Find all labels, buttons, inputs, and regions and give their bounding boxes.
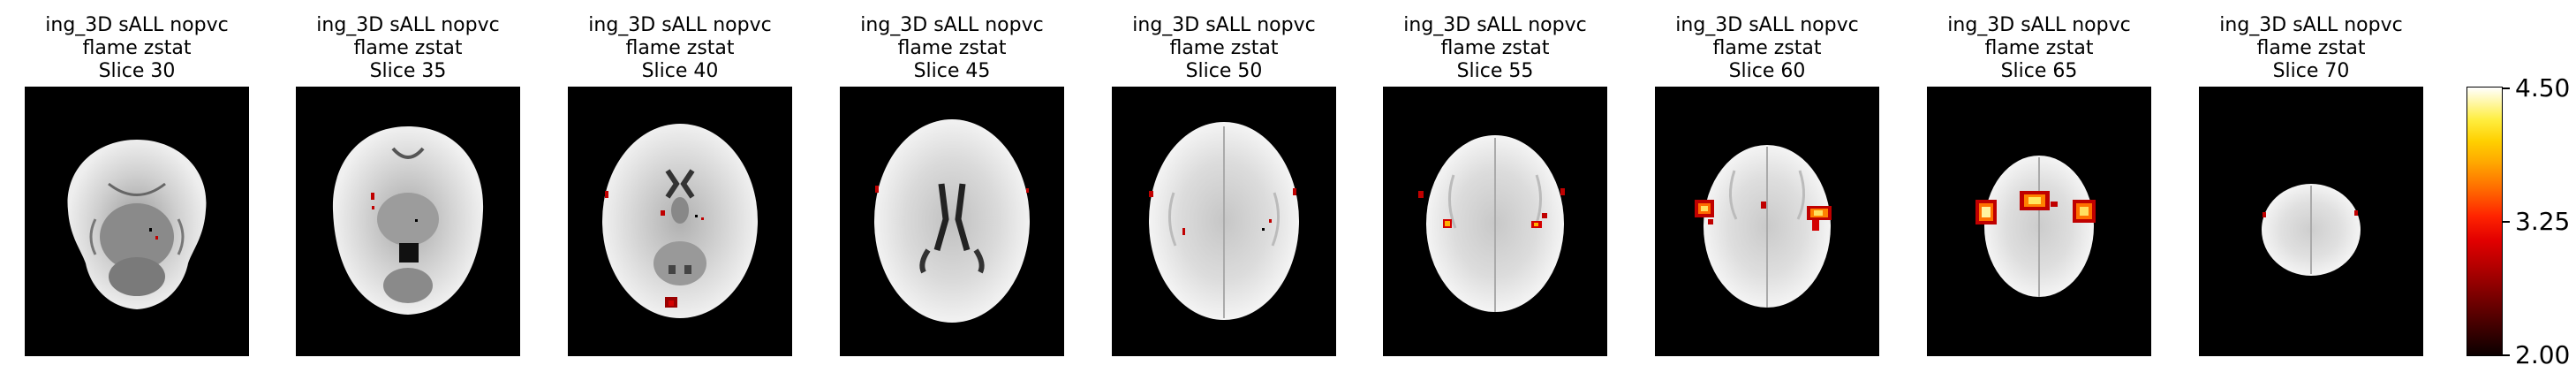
- title-line-1: ing_3D sALL nopvc: [860, 14, 1044, 36]
- title-line-2: flame zstat: [1169, 37, 1279, 59]
- title-line-1: ing_3D sALL nopvc: [2219, 14, 2403, 36]
- title-line-3: Slice 30: [98, 60, 176, 82]
- colorbar-label-mid: 3.25: [2515, 207, 2571, 236]
- title-line-2: flame zstat: [353, 37, 463, 59]
- title-line-2: flame zstat: [2256, 37, 2366, 59]
- title-line-1: ing_3D sALL nopvc: [588, 14, 772, 36]
- colorbar-tick-min: [2503, 354, 2510, 356]
- title-line-3: Slice 60: [1728, 60, 1806, 82]
- title-line-1: ing_3D sALL nopvc: [1947, 14, 2131, 36]
- title-line-3: Slice 35: [369, 60, 447, 82]
- slice-panel-40: ing_3D sALL nopvc flame zstat Slice 40: [568, 0, 792, 388]
- brain-slice-image: [840, 87, 1064, 356]
- title-line-1: ing_3D sALL nopvc: [1132, 14, 1316, 36]
- colorbar: [2466, 87, 2503, 356]
- slice-panel-45: ing_3D sALL nopvc flame zstat Slice 45: [840, 0, 1064, 388]
- brain-slice-image: [2199, 87, 2423, 356]
- title-line-2: flame zstat: [1984, 37, 2094, 59]
- panel-title: ing_3D sALL nopvc flame zstat Slice 55: [1383, 14, 1607, 83]
- slice-panel-30: ing_3D sALL nopvc flame zstat Slice 30: [25, 0, 249, 388]
- title-line-2: flame zstat: [1712, 37, 1822, 59]
- colorbar-tick-mid: [2503, 221, 2510, 223]
- title-line-3: Slice 45: [913, 60, 991, 82]
- slice-panel-60: ing_3D sALL nopvc flame zstat Slice 60: [1655, 0, 1879, 388]
- title-line-3: Slice 70: [2272, 60, 2350, 82]
- title-line-1: ing_3D sALL nopvc: [45, 14, 229, 36]
- slice-panel-70: ing_3D sALL nopvc flame zstat Slice 70: [2199, 0, 2423, 388]
- slice-panel-65: ing_3D sALL nopvc flame zstat Slice 65: [1927, 0, 2151, 388]
- title-line-3: Slice 40: [641, 60, 719, 82]
- title-line-2: flame zstat: [82, 37, 192, 59]
- slice-panel-55: ing_3D sALL nopvc flame zstat Slice 55: [1383, 0, 1607, 388]
- colorbar-label-min: 2.00: [2515, 340, 2571, 369]
- panel-title: ing_3D sALL nopvc flame zstat Slice 35: [296, 14, 520, 83]
- panel-title: ing_3D sALL nopvc flame zstat Slice 30: [25, 14, 249, 83]
- title-line-1: ing_3D sALL nopvc: [316, 14, 500, 36]
- title-line-3: Slice 55: [1456, 60, 1534, 82]
- brain-slice-image: [1927, 87, 2151, 356]
- title-line-3: Slice 50: [1185, 60, 1263, 82]
- title-line-2: flame zstat: [1440, 37, 1550, 59]
- brain-slice-image: [568, 87, 792, 356]
- colorbar-tick-max: [2503, 87, 2510, 89]
- colorbar-label-max: 4.50: [2515, 73, 2571, 103]
- panel-title: ing_3D sALL nopvc flame zstat Slice 60: [1655, 14, 1879, 83]
- brain-slice-image: [1655, 87, 1879, 356]
- brain-slice-image: [296, 87, 520, 356]
- panel-title: ing_3D sALL nopvc flame zstat Slice 50: [1112, 14, 1336, 83]
- slice-panel-50: ing_3D sALL nopvc flame zstat Slice 50: [1112, 0, 1336, 388]
- slice-panel-35: ing_3D sALL nopvc flame zstat Slice 35: [296, 0, 520, 388]
- title-line-3: Slice 65: [2000, 60, 2078, 82]
- title-line-1: ing_3D sALL nopvc: [1675, 14, 1859, 36]
- title-line-2: flame zstat: [625, 37, 735, 59]
- title-line-1: ing_3D sALL nopvc: [1403, 14, 1587, 36]
- panel-title: ing_3D sALL nopvc flame zstat Slice 70: [2199, 14, 2423, 83]
- title-line-2: flame zstat: [897, 37, 1007, 59]
- panel-title: ing_3D sALL nopvc flame zstat Slice 45: [840, 14, 1064, 83]
- brain-slice-image: [1112, 87, 1336, 356]
- brain-slice-image: [25, 87, 249, 356]
- panel-title: ing_3D sALL nopvc flame zstat Slice 40: [568, 14, 792, 83]
- panel-title: ing_3D sALL nopvc flame zstat Slice 65: [1927, 14, 2151, 83]
- brain-slice-image: [1383, 87, 1607, 356]
